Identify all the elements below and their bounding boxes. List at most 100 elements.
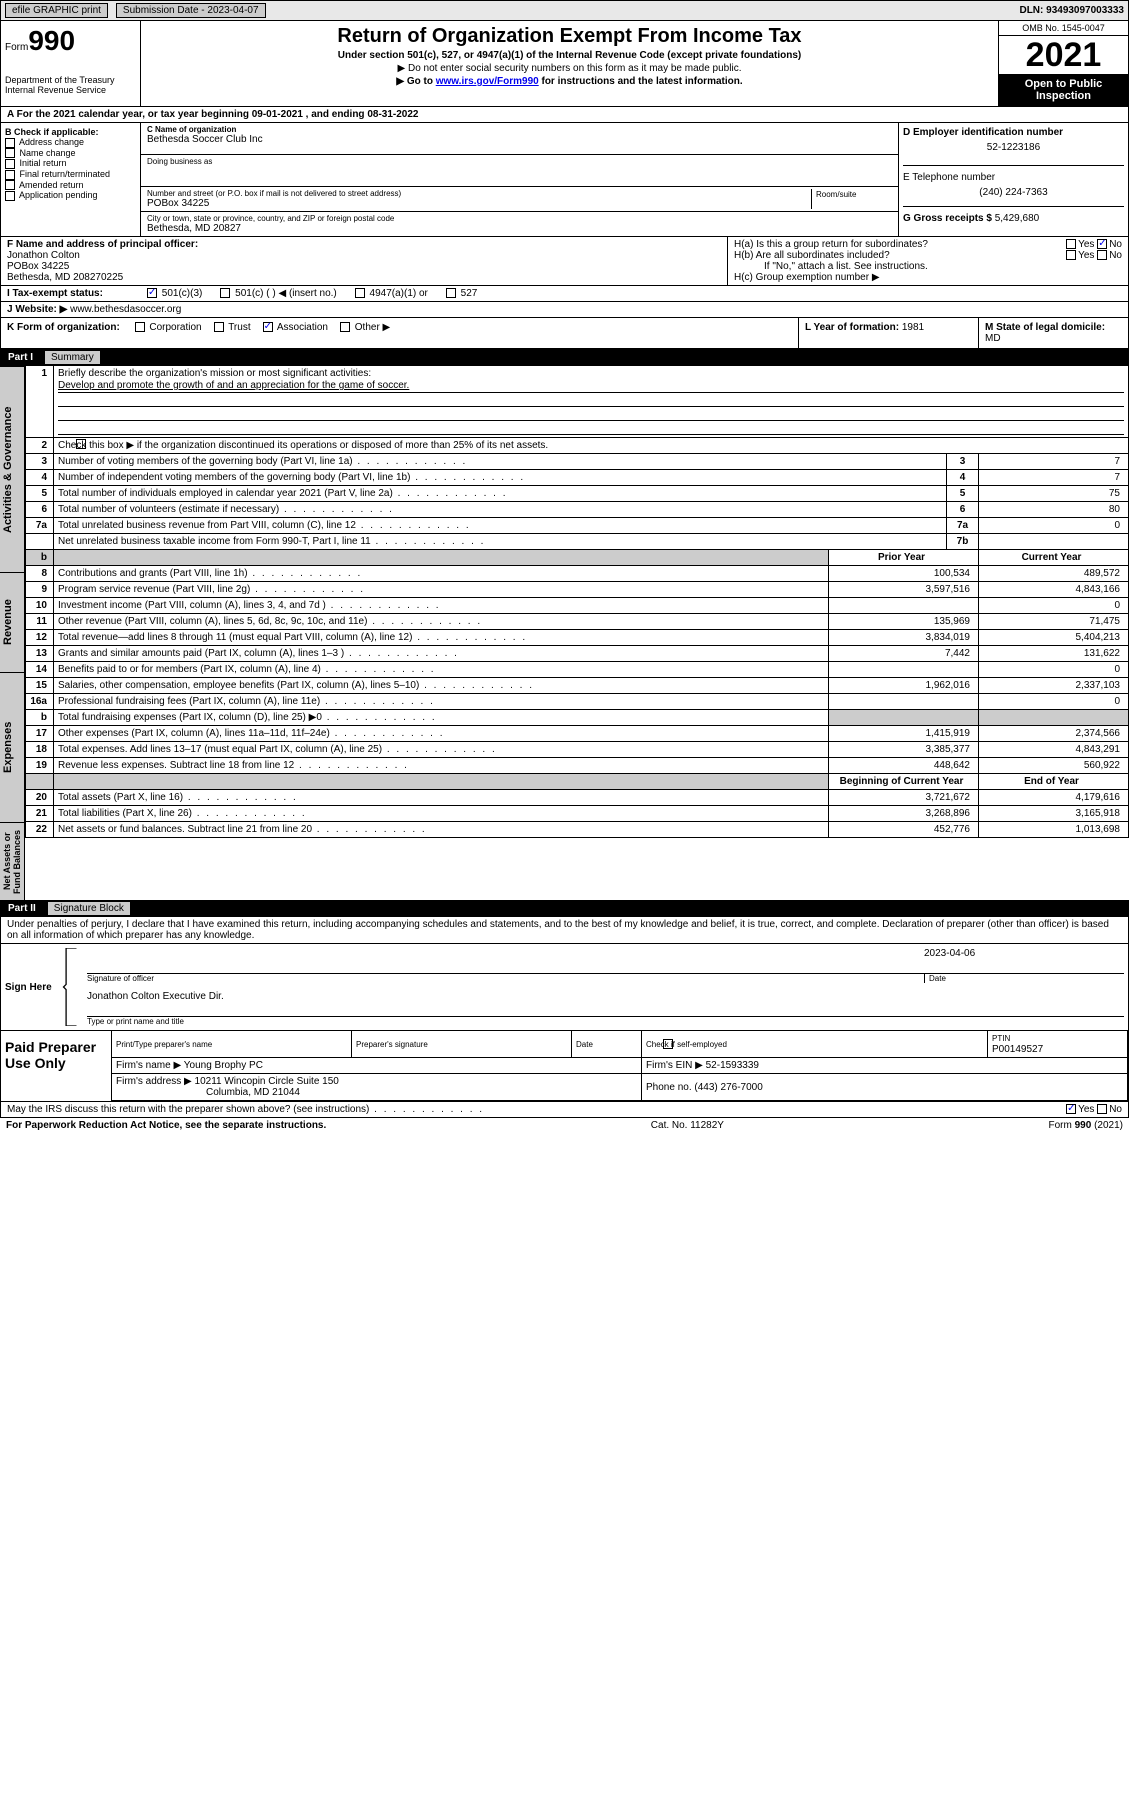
paid-prep-label: Paid Preparer Use Only (1, 1031, 111, 1101)
line2-check[interactable] (76, 439, 86, 449)
rev-hdr: b Prior Year Current Year (25, 550, 1129, 566)
city-label: City or town, state or province, country… (147, 214, 892, 223)
name-label: C Name of organization (147, 125, 236, 134)
i-check[interactable] (220, 288, 230, 298)
discuss-no[interactable] (1097, 1104, 1107, 1114)
j-label: J Website: ▶ (7, 304, 67, 315)
irs-link[interactable]: www.irs.gov/Form990 (436, 76, 539, 87)
i-check[interactable] (355, 288, 365, 298)
room-label: Room/suite (816, 190, 856, 199)
ha-yes[interactable] (1066, 239, 1076, 249)
i-check[interactable] (147, 288, 157, 298)
section-i: I Tax-exempt status: 501(c)(3) 501(c) ( … (0, 286, 1129, 302)
form-num: 990 (28, 25, 75, 56)
mission: Develop and promote the growth of and an… (58, 379, 1124, 393)
curr-hdr: Current Year (979, 550, 1129, 566)
dln: DLN: 93493097003333 (1019, 5, 1124, 16)
i-check[interactable] (446, 288, 456, 298)
k-check[interactable] (135, 322, 145, 332)
hc: H(c) Group exemption number ▶ (734, 272, 1122, 283)
sign-here: Sign Here 2023-04-06 Signature of office… (0, 944, 1129, 1031)
section-deg: D Employer identification number 52-1223… (898, 123, 1128, 236)
efile-btn[interactable]: efile GRAPHIC print (5, 3, 108, 18)
b-check[interactable] (5, 159, 15, 169)
gov-rows: 3Number of voting members of the governi… (25, 454, 1129, 550)
open-public: Open to Public Inspection (999, 74, 1128, 106)
beg-hdr: Beginning of Current Year (829, 774, 979, 790)
submission-btn[interactable]: Submission Date - 2023-04-07 (116, 3, 266, 18)
ein-label: D Employer identification number (903, 127, 1063, 138)
gross-label: G Gross receipts $ (903, 213, 992, 224)
section-j: J Website: ▶ www.bethesdasoccer.org (0, 302, 1129, 318)
gov-table: 1 Briefly describe the organization's mi… (25, 366, 1129, 454)
section-c: C Name of organization Bethesda Soccer C… (141, 123, 898, 236)
firm-addr-label: Firm's address ▶ (116, 1076, 192, 1087)
prep-date-label: Date (576, 1040, 593, 1049)
ha-no[interactable] (1097, 239, 1107, 249)
sign-here-label: Sign Here (1, 944, 61, 1030)
b-check[interactable] (5, 180, 15, 190)
b-check[interactable] (5, 138, 15, 148)
prep-sig-label: Preparer's signature (356, 1040, 428, 1049)
part-i-header: Part I Summary (0, 349, 1129, 366)
b-check[interactable] (5, 191, 15, 201)
hb-no[interactable] (1097, 250, 1107, 260)
hb-note: If "No," attach a list. See instructions… (734, 261, 1122, 272)
footer: For Paperwork Reduction Act Notice, see … (0, 1118, 1129, 1133)
bracket-icon (61, 948, 79, 1026)
f-name: Jonathon Colton (7, 250, 80, 261)
type-label: Type or print name and title (87, 1016, 1124, 1026)
part-i-title: Summary (45, 351, 100, 364)
title: Return of Organization Exempt From Incom… (145, 25, 994, 48)
dba-label: Doing business as (147, 157, 892, 166)
section-fh: F Name and address of principal officer:… (0, 237, 1129, 286)
section-a-text: A For the 2021 calendar year, or tax yea… (7, 109, 418, 120)
m-label: M State of legal domicile: (985, 322, 1105, 333)
rev-label: Revenue (0, 572, 25, 672)
prior-hdr: Prior Year (829, 550, 979, 566)
self-emp-check[interactable] (663, 1039, 673, 1049)
header-title: Return of Organization Exempt From Incom… (141, 21, 998, 106)
k-check[interactable] (340, 322, 350, 332)
firm-label: Firm's name ▶ (116, 1060, 181, 1071)
gov-label: Activities & Governance (0, 366, 25, 572)
phone: (240) 224-7363 (903, 187, 1124, 198)
phone-label: E Telephone number (903, 172, 995, 183)
l-label: L Year of formation: (805, 322, 899, 333)
top-bar: efile GRAPHIC print Submission Date - 20… (0, 0, 1129, 21)
no: No (1109, 239, 1122, 250)
discuss-yes[interactable] (1066, 1104, 1076, 1114)
sub3-prefix: ▶ Go to (396, 76, 435, 87)
firm-ein-label: Firm's EIN ▶ (646, 1060, 703, 1071)
net-hdr: Beginning of Current Year End of Year (25, 774, 1129, 790)
no3: No (1109, 1104, 1122, 1115)
off-name: Jonathon Colton Executive Dir. (87, 991, 1124, 1002)
section-h: H(a) Is this a group return for subordin… (728, 237, 1128, 285)
net-rows: 20Total assets (Part X, line 16)3,721,67… (25, 790, 1129, 838)
discuss: May the IRS discuss this return with the… (7, 1104, 1066, 1115)
form-prefix: Form (5, 42, 28, 53)
ha: H(a) Is this a group return for subordin… (734, 239, 928, 250)
f-label: F Name and address of principal officer: (7, 239, 198, 250)
l-val: 1981 (902, 322, 924, 333)
section-f: F Name and address of principal officer:… (1, 237, 728, 285)
addr-label: Number and street (or P.O. box if mail i… (147, 189, 807, 198)
hb-yes[interactable] (1066, 250, 1076, 260)
net-label: Net Assets or Fund Balances (0, 822, 25, 900)
cat: Cat. No. 11282Y (651, 1120, 724, 1131)
k-check[interactable] (214, 322, 224, 332)
f-addr2: Bethesda, MD 208270225 (7, 272, 123, 283)
yes3: Yes (1078, 1104, 1094, 1115)
b-check[interactable] (5, 170, 15, 180)
addr: POBox 34225 (147, 198, 807, 209)
prep-phone-label: Phone no. (646, 1082, 692, 1093)
dept-label: Department of the Treasury Internal Reve… (5, 75, 136, 95)
yes2: Yes (1078, 250, 1094, 261)
paid-preparer: Paid Preparer Use Only Print/Type prepar… (0, 1031, 1129, 1102)
firm-name: Young Brophy PC (184, 1060, 263, 1071)
b-check[interactable] (5, 148, 15, 158)
k-check[interactable] (263, 322, 273, 332)
hb: H(b) Are all subordinates included? (734, 250, 890, 261)
self-emp: Check if self-employed (646, 1040, 727, 1049)
exp-rows: 13Grants and similar amounts paid (Part … (25, 646, 1129, 774)
